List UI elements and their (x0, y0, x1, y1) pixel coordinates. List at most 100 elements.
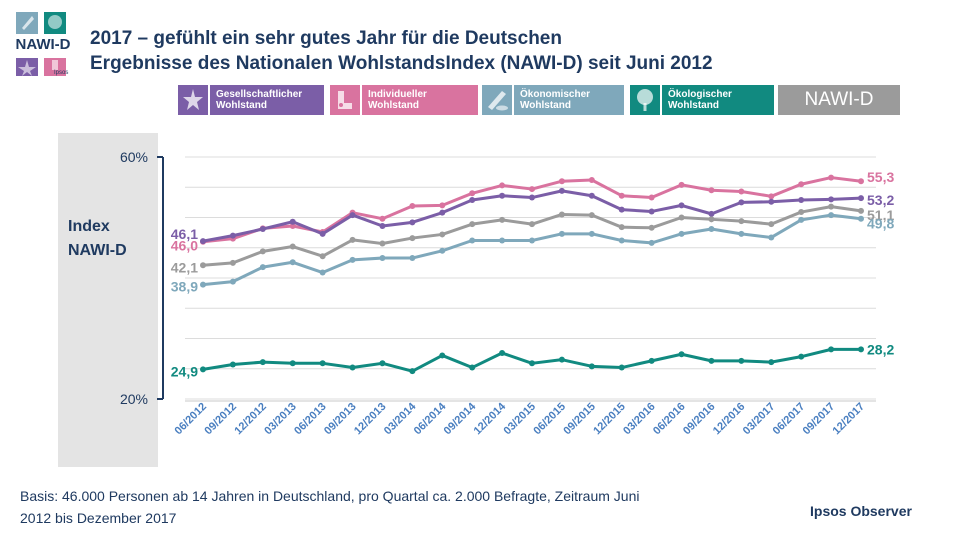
data-point (858, 195, 864, 202)
data-point (439, 352, 446, 359)
data-point (319, 360, 326, 367)
title-line-2: Ergebnisse des Nationalen WohlstandsInde… (90, 53, 713, 74)
data-point (768, 359, 775, 366)
data-point (289, 222, 296, 229)
data-point (469, 237, 476, 244)
data-point (409, 219, 416, 226)
data-point (319, 269, 326, 276)
data-point (200, 262, 206, 269)
data-point (529, 194, 535, 201)
data-point (229, 361, 236, 368)
data-point (828, 196, 835, 203)
legend-label-line-2: Wohlstand (520, 100, 571, 111)
ipsos-observer-brand: Ipsos Observer (810, 503, 912, 519)
data-point (469, 364, 476, 371)
x-tick-label: 09/2015 (561, 401, 598, 438)
data-point (738, 218, 745, 225)
data-point (469, 221, 476, 228)
data-point (469, 190, 476, 197)
coins-icon (482, 85, 512, 115)
logo-sub: Ipsos (54, 70, 69, 76)
data-point (828, 346, 835, 353)
data-point (708, 187, 715, 194)
data-point (618, 237, 625, 244)
data-point (678, 351, 685, 358)
x-tick-label: 09/2012 (202, 401, 239, 438)
data-point (439, 202, 446, 209)
start-value-label: 46,1 (171, 226, 198, 242)
legend-item-oekologisch: Ökologischer Wohlstand (630, 85, 774, 115)
legend-label-line-2: Wohlstand (216, 100, 267, 111)
x-tick-label: 12/2012 (232, 401, 269, 438)
legend-label-line-2: Wohlstand (668, 100, 719, 111)
data-point (618, 224, 625, 231)
data-point (708, 225, 715, 232)
data-point (529, 221, 535, 228)
data-point (738, 199, 745, 206)
data-point (648, 239, 655, 246)
x-tick-label: 06/2012 (173, 401, 210, 438)
data-point (349, 364, 356, 371)
data-point (828, 174, 835, 181)
data-point (499, 216, 506, 223)
data-point (558, 356, 565, 363)
start-value-label: 46,0 (171, 238, 198, 254)
data-point (738, 188, 745, 195)
start-value-label: 24,9 (171, 363, 198, 379)
legend-label-line-1: Gesellschaftlicher (216, 89, 303, 100)
data-point (439, 231, 446, 238)
index-label: Index NAWI-D (68, 215, 127, 263)
data-point (319, 230, 326, 237)
data-point (768, 193, 775, 200)
data-point (618, 364, 625, 371)
data-point (499, 237, 506, 244)
basis-line-1: Basis: 46.000 Personen ab 14 Jahren in D… (20, 488, 640, 504)
data-point (768, 234, 775, 241)
data-point (319, 253, 326, 260)
data-point (379, 240, 386, 247)
x-tick-label: 03/2013 (262, 401, 299, 438)
data-point (648, 224, 655, 231)
data-point (738, 357, 745, 364)
data-point (588, 212, 595, 219)
data-point (558, 178, 565, 185)
data-point (289, 360, 296, 367)
data-point (678, 214, 685, 221)
data-point (678, 202, 685, 209)
legend-item-oekonomisch: Ökonomischer Wohlstand (482, 85, 624, 115)
basis-line-2: 2012 bis Dezember 2017 (20, 510, 177, 526)
data-point (349, 256, 356, 263)
legend-label-oekologisch: Ökologischer Wohlstand (662, 85, 774, 115)
data-point (200, 281, 206, 288)
x-tick-label: 09/2017 (801, 401, 838, 438)
data-point (858, 346, 864, 353)
end-value-label: 49,8 (867, 216, 894, 232)
start-value-label: 38,9 (171, 279, 198, 295)
data-point (648, 357, 655, 364)
data-point (529, 360, 535, 367)
y-tick-label: 20% (120, 391, 148, 407)
x-tick-label: 06/2013 (292, 401, 329, 438)
legend-label-line-2: Wohlstand (368, 100, 419, 111)
data-point (588, 363, 595, 370)
legend-item-nawi-d: NAWI-D (778, 85, 900, 115)
data-point (708, 210, 715, 217)
data-point (229, 259, 236, 266)
data-point (439, 247, 446, 254)
x-tick-label: 06/2017 (771, 401, 808, 438)
data-point (409, 203, 416, 210)
index-label-line-1: Index (68, 218, 110, 235)
data-point (499, 192, 506, 199)
series-line (202, 347, 861, 373)
data-point (289, 243, 296, 250)
x-tick-label: 03/2016 (621, 401, 658, 438)
data-point (558, 211, 565, 218)
end-value-label: 28,2 (867, 341, 894, 357)
x-tick-label: 12/2017 (831, 401, 868, 438)
data-point (200, 238, 206, 245)
data-point (588, 230, 595, 237)
data-point (229, 278, 236, 285)
x-tick-label: 06/2016 (651, 401, 688, 438)
data-point (499, 182, 506, 189)
data-point (558, 187, 565, 194)
